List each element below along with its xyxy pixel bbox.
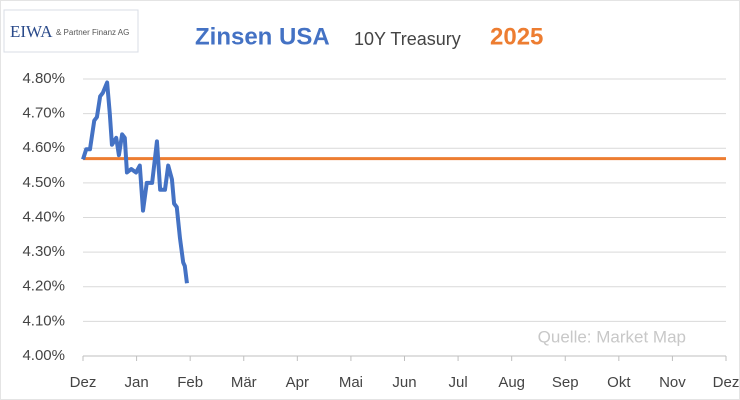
y-tick-label: 4.10% — [22, 312, 65, 329]
logo-text: & Partner Finanz AG — [56, 28, 129, 37]
y-tick-label: 4.50% — [22, 174, 65, 191]
logo-box — [3, 9, 139, 53]
x-tick-label: Mai — [339, 374, 363, 391]
x-tick-label: Jun — [392, 374, 416, 391]
y-tick-label: 4.60% — [22, 139, 65, 156]
x-tick-label: Sep — [552, 374, 579, 391]
y-tick-label: 4.80% — [22, 70, 65, 87]
annotation: Quelle: Market Map — [538, 327, 686, 346]
y-tick-label: 4.30% — [22, 243, 65, 260]
x-tick-label: Apr — [286, 374, 309, 391]
y-tick-label: 4.70% — [22, 105, 65, 122]
x-tick-label: Jan — [124, 374, 148, 391]
x-tick-label: Dez — [713, 374, 740, 391]
x-tick-label: Dez — [70, 374, 97, 391]
x-tick-label: Aug — [498, 374, 525, 391]
x-tick-label: Okt — [607, 374, 631, 391]
x-tick-label: Nov — [659, 374, 686, 391]
x-tick-label: Mär — [231, 374, 257, 391]
data-line — [81, 80, 189, 284]
y-tick-label: 4.40% — [22, 208, 65, 225]
chart-title: Zinsen USA — [195, 23, 330, 50]
logo-mark: EIWA — [10, 22, 53, 41]
chart-subtitle: 10Y Treasury — [354, 29, 461, 49]
x-tick-label: Jul — [448, 374, 467, 391]
year: 2025 — [490, 23, 543, 50]
y-tick-label: 4.20% — [22, 278, 65, 295]
x-tick-label: Feb — [177, 374, 203, 391]
y-tick-label: 4.00% — [22, 347, 65, 364]
